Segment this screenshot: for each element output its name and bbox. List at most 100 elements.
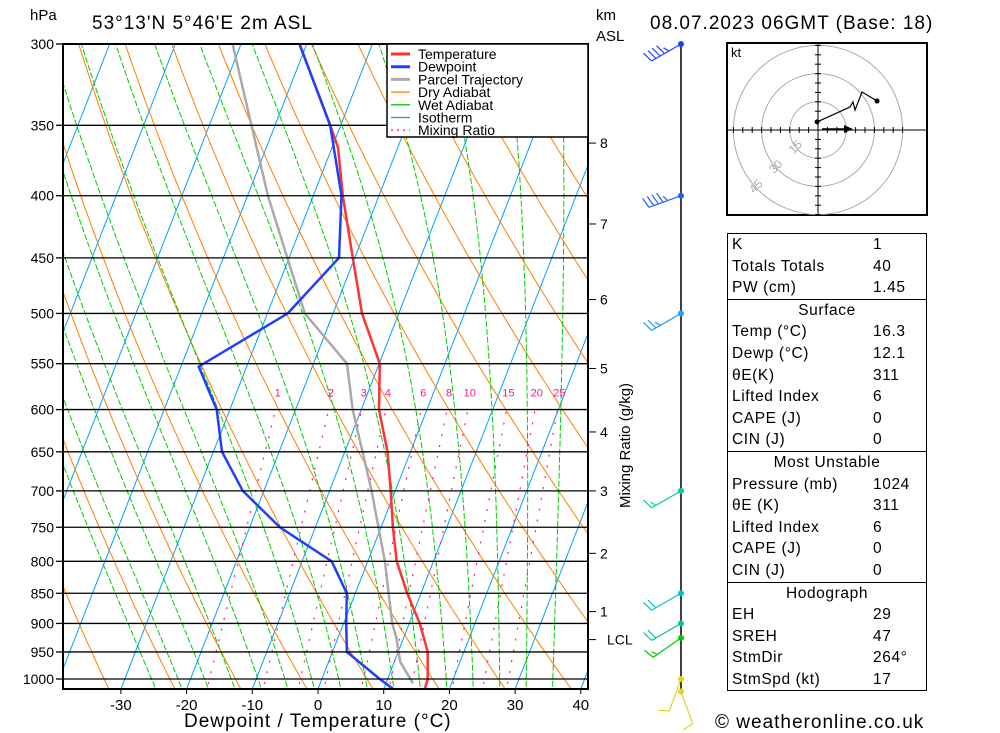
km-tick-label: 3	[600, 483, 608, 499]
stats-label: CIN (J)	[732, 561, 786, 579]
isotherm-line	[63, 44, 242, 502]
km-unit-label: km	[596, 7, 616, 24]
pressure-tick-label: 900	[31, 615, 55, 631]
stats-value: 0	[873, 431, 883, 449]
stats-section-title: Hodograph	[785, 584, 869, 602]
dewpoint-line	[197, 44, 396, 689]
isotherm-line	[317, 44, 571, 689]
pressure-tick-label: 950	[31, 644, 55, 660]
dry-adiabat-line	[217, 44, 572, 689]
stats-row: Pressure (mb) 1024	[728, 474, 926, 496]
stats-row: CAPE (J) 0	[728, 538, 926, 560]
pressure-tick-label: 800	[31, 553, 55, 569]
plot-frame	[62, 43, 589, 690]
stats-row: CAPE (J) 0	[728, 408, 926, 430]
mixing-ratio-label: 20	[531, 388, 543, 400]
stats-most-unstable: Most Unstable Pressure (mb) 1024 θE (K) 311 L…	[727, 450, 927, 582]
stats-row: EH 29	[728, 604, 926, 626]
pressure-tick-label: 550	[31, 356, 55, 372]
stats-label: StmDir	[732, 649, 783, 667]
stats-section-title: Surface	[798, 301, 856, 319]
pressure-tick-label: 500	[31, 305, 55, 321]
mixing-ratio-line	[481, 409, 536, 689]
stats-value: 0	[873, 540, 883, 558]
legend-label: Parcel Trajectory	[418, 71, 523, 87]
stats-row: Temp (°C) 16.3	[728, 321, 926, 343]
stats-indices: K 1 Totals Totals 40 PW (cm) 1.45	[727, 233, 927, 299]
dry-adiabat-line	[63, 290, 242, 689]
stats-value: 264°	[873, 649, 908, 667]
wet-adiabat-line	[378, 44, 474, 689]
stats-label: CAPE (J)	[732, 409, 802, 427]
stats-row: Totals Totals 40	[728, 256, 926, 278]
wet-adiabat-line	[507, 44, 529, 689]
wet-adiabat-line	[311, 44, 448, 689]
mixing-ratio-line	[297, 409, 363, 689]
hodograph-start-dot	[814, 119, 820, 125]
stats-row: StmSpd (kt) 17	[728, 669, 926, 691]
km-tick-label: 5	[600, 360, 608, 376]
stats-label: CAPE (J)	[732, 540, 802, 558]
dry-adiabat-line	[311, 44, 588, 535]
stats-label: Temp (°C)	[732, 323, 808, 341]
isotherm-line	[63, 44, 111, 165]
stats-value: 17	[873, 670, 892, 688]
pressure-tick-label: 850	[31, 585, 55, 601]
stats-label: SREH	[732, 627, 778, 645]
km-tick-label: 7	[600, 216, 608, 232]
mixing-ratio-line	[410, 409, 469, 689]
isotherm-line	[448, 332, 588, 689]
isotherm-line	[63, 44, 308, 671]
stats-value: 12.1	[873, 344, 906, 362]
dry-adiabat-line	[63, 437, 176, 689]
stats-row: θE(K) 311	[728, 365, 926, 387]
mixing-ratio-label: 15	[502, 388, 514, 400]
km-tick-label: 8	[600, 135, 608, 151]
x-tick-label: 10	[375, 697, 392, 714]
legend-box	[386, 43, 589, 138]
dry-adiabat-line	[63, 141, 308, 689]
x-tick-label: 30	[507, 697, 524, 714]
isotherm-line	[63, 44, 176, 334]
x-tick-label: 40	[572, 697, 589, 714]
isotherm-line	[120, 44, 373, 689]
dry-adiabat-line	[357, 44, 588, 449]
legend-label: Dewpoint	[418, 59, 476, 75]
pressure-tick-label: 600	[31, 402, 55, 418]
wind-barb	[643, 310, 684, 331]
x-tick-label: -20	[176, 697, 198, 714]
stats-value: 40	[873, 257, 892, 275]
hodograph-unit-label: kt	[731, 45, 742, 60]
stats-value: 1	[873, 236, 883, 253]
copyright: © weatheronline.co.uk	[715, 712, 924, 733]
mixing-ratio-label: 1	[275, 388, 281, 400]
wind-barb	[643, 487, 684, 509]
stats-row: θE (K) 311	[728, 495, 926, 517]
mixing-ratio-line	[505, 409, 559, 689]
wind-barb	[644, 634, 684, 658]
stats-row: Dewp (°C) 12.1	[728, 343, 926, 365]
dry-adiabat-line	[63, 585, 110, 689]
mixing-ratio-line	[323, 409, 387, 689]
stats-row: SREH 47	[728, 626, 926, 648]
x-tick-label: -10	[241, 697, 263, 714]
pressure-unit-label: hPa	[30, 7, 57, 24]
axes: 1 2 3 4 6 8 10 15 20 2530035040045050055060065070…	[23, 36, 633, 714]
isotherm-line	[514, 500, 588, 689]
mixing-ratio-label: 10	[464, 388, 476, 400]
stats-value: 16.3	[873, 323, 906, 341]
dry-adiabat-line	[404, 44, 588, 365]
pressure-tick-label: 650	[31, 444, 55, 460]
isotherm-line	[383, 163, 588, 689]
background-grid	[63, 44, 588, 689]
mixing-ratio-label: 4	[385, 388, 391, 400]
km-tick-label: 1	[600, 604, 608, 620]
isotherm-line	[186, 44, 439, 689]
stats-row: PW (cm) 1.45	[728, 277, 926, 299]
pressure-tick-label: 750	[31, 519, 55, 535]
stats-panel: K 1 Totals Totals 40 PW (cm) 1.45 Surface Temp …	[727, 233, 927, 692]
legend-label: Wet Adiabat	[418, 97, 493, 113]
